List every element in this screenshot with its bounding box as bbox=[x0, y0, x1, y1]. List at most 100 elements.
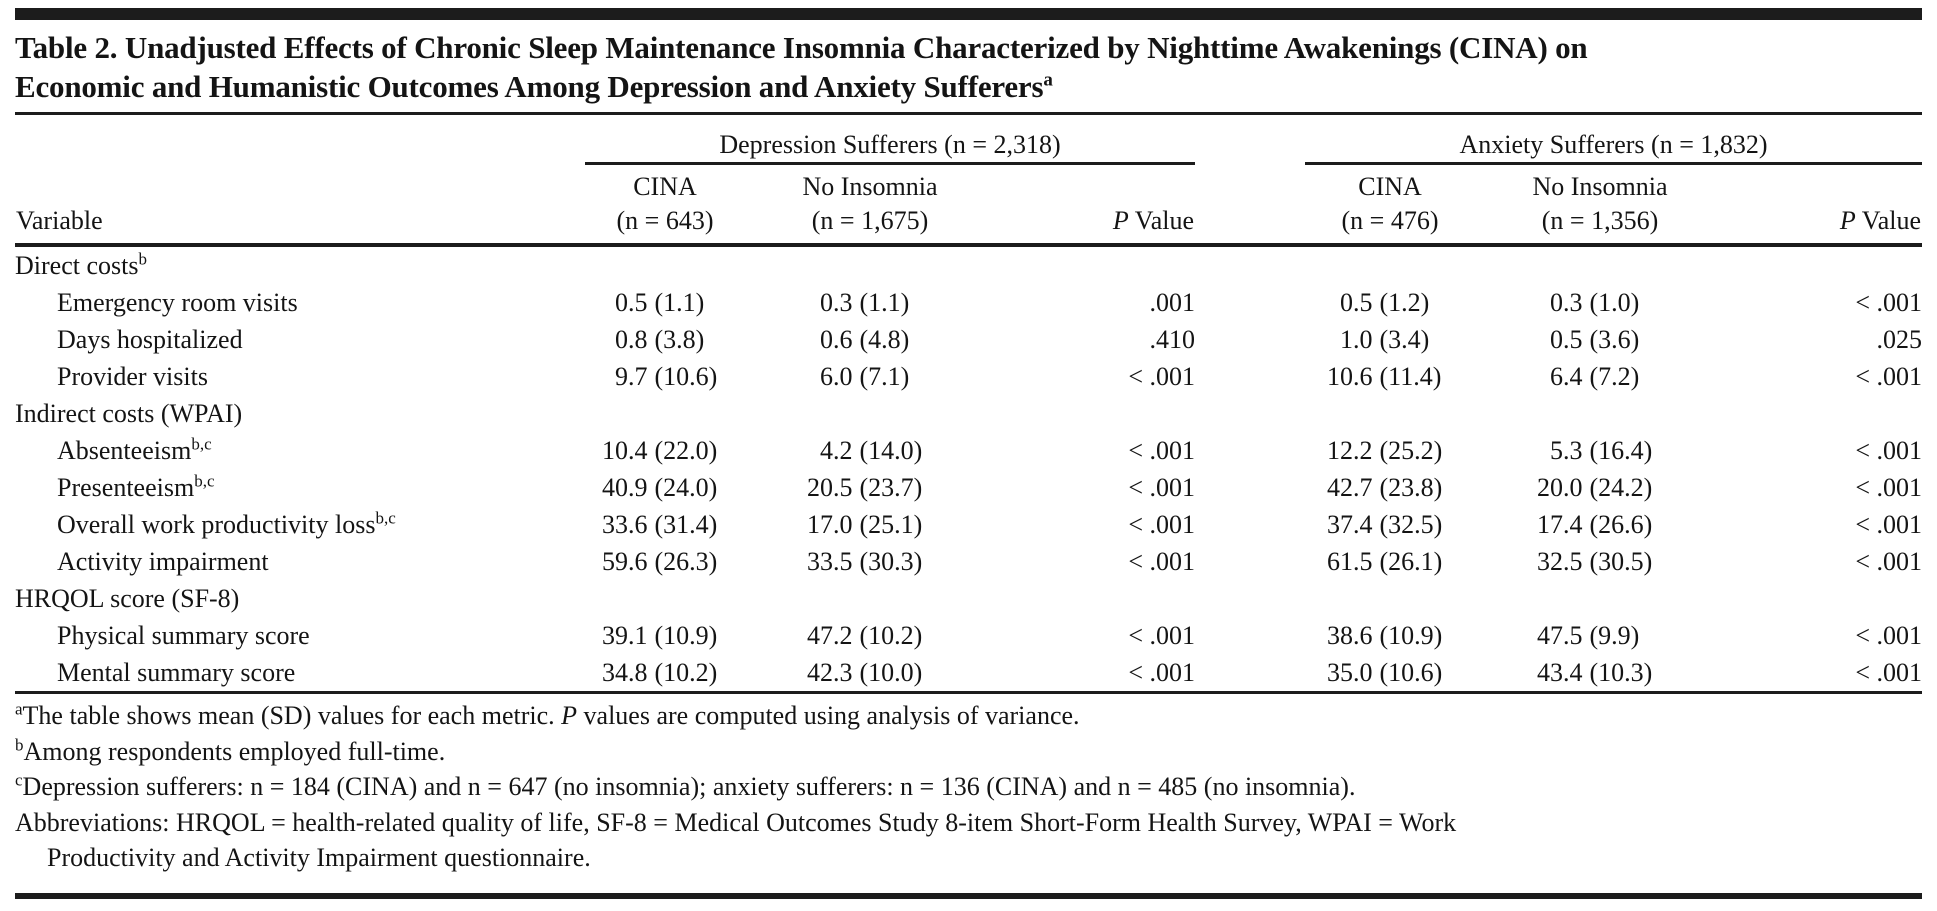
footnote-text: Among respondents employed full-time. bbox=[23, 736, 446, 766]
variable-cell: Days hospitalized bbox=[57, 325, 243, 354]
mean-value: 4.2 bbox=[820, 436, 853, 465]
mean-sd-value: 43.4 (10.3) bbox=[1529, 654, 1672, 691]
footnote-marker: b,c bbox=[191, 434, 212, 454]
variable-column-spacer bbox=[15, 115, 585, 164]
sd-value: (7.2) bbox=[1589, 362, 1640, 391]
mean-sd-value: 6.4 (7.2) bbox=[1529, 358, 1672, 395]
value-cell-anx-no-insomnia: 47.5 (9.9) bbox=[1475, 617, 1725, 654]
footnote-text: Abbreviations: HRQOL = health-related qu… bbox=[15, 807, 1457, 837]
value-cell-anx-cina: 37.4 (32.5) bbox=[1305, 506, 1475, 543]
p-value-cell-anx: < .001 bbox=[1855, 436, 1923, 465]
mean-sd-value: 5.3 (16.4) bbox=[1529, 432, 1672, 469]
mean-value: 5.3 bbox=[1550, 436, 1583, 465]
mean-sd-value: 10.4 (22.0) bbox=[594, 432, 737, 469]
group-header-row: Depression Sufferers (n = 2,318) Anxiety… bbox=[15, 115, 1923, 165]
table-row: Presenteeismb,c 40.9 (24.0) 20.5 (23.7) < .00… bbox=[15, 469, 1922, 506]
p-value-cell-dep: .001 bbox=[1149, 288, 1196, 317]
mean-value: 1.0 bbox=[1340, 325, 1373, 354]
mean-value: 0.5 bbox=[1340, 288, 1373, 317]
footnotes: aThe table shows mean (SD) values for ea… bbox=[15, 698, 1922, 876]
sd-value: (10.3) bbox=[1589, 658, 1653, 687]
group-header-depression: Depression Sufferers (n = 2,318) bbox=[585, 115, 1196, 165]
footnote: aThe table shows mean (SD) values for ea… bbox=[15, 698, 1922, 734]
value-cell-dep-cina: 0.5 (1.1) bbox=[585, 284, 745, 321]
mean-value: 34.8 bbox=[602, 658, 648, 687]
section-row: Direct costsb bbox=[15, 245, 1922, 284]
column-header-variable: Variable bbox=[15, 163, 585, 247]
variable-cell: Presenteeismb,c bbox=[57, 471, 215, 502]
variable-cell: Mental summary score bbox=[57, 658, 296, 687]
mean-sd-value: 42.3 (10.0) bbox=[799, 654, 942, 691]
value-cell-anx-cina: 61.5 (26.1) bbox=[1305, 543, 1475, 580]
mean-value: 39.1 bbox=[602, 621, 648, 650]
footnote-text: Depression sufferers: n = 184 (CINA) and… bbox=[22, 772, 1356, 801]
title-divider-rule bbox=[15, 112, 1922, 115]
footnote-marker: c bbox=[15, 770, 23, 790]
mean-value: 35.0 bbox=[1327, 658, 1373, 687]
col-label: No Insomnia bbox=[1532, 172, 1668, 201]
mean-sd-value: 12.2 (25.2) bbox=[1319, 432, 1462, 469]
column-header-dep-p-value: P Value bbox=[995, 163, 1196, 247]
sd-value: (10.2) bbox=[654, 658, 718, 687]
variable-cell: Activity impairment bbox=[57, 547, 269, 576]
value-cell-dep-cina: 10.4 (22.0) bbox=[585, 432, 745, 469]
mean-value: 59.6 bbox=[602, 547, 648, 576]
value-cell-dep-cina: 9.7 (10.6) bbox=[585, 358, 745, 395]
value-cell-dep-no-insomnia: 42.3 (10.0) bbox=[745, 654, 995, 691]
value-cell-anx-cina: 10.6 (11.4) bbox=[1305, 358, 1475, 395]
sd-value: (16.4) bbox=[1589, 436, 1653, 465]
sd-value: (3.8) bbox=[654, 325, 705, 354]
title-footnote-marker: a bbox=[1043, 69, 1053, 91]
mean-sd-value: 1.0 (3.4) bbox=[1319, 321, 1462, 358]
mean-sd-value: 47.2 (10.2) bbox=[799, 617, 942, 654]
table-body: Direct costsb Emergency room visits 0.5 (1.… bbox=[15, 245, 1922, 691]
mean-sd-value: 20.0 (24.2) bbox=[1529, 469, 1672, 506]
mean-sd-value: 0.6 (4.8) bbox=[799, 321, 942, 358]
sd-value: (9.9) bbox=[1589, 621, 1640, 650]
mean-value: 20.0 bbox=[1537, 473, 1583, 502]
mean-value: 10.6 bbox=[1327, 362, 1373, 391]
value-cell-dep-no-insomnia: 17.0 (25.1) bbox=[745, 506, 995, 543]
p-value-cell-dep: < .001 bbox=[1128, 658, 1196, 687]
value-cell-anx-cina: 0.5 (1.2) bbox=[1305, 284, 1475, 321]
mean-value: 17.4 bbox=[1537, 510, 1583, 539]
mean-sd-value: 20.5 (23.7) bbox=[799, 469, 942, 506]
mean-value: 37.4 bbox=[1327, 510, 1373, 539]
p-rest: Value bbox=[1855, 206, 1922, 235]
sd-value: (10.0) bbox=[859, 658, 923, 687]
footnote-marker: a bbox=[15, 699, 23, 719]
table-title-line1: Table 2. Unadjusted Effects of Chronic S… bbox=[15, 30, 1588, 65]
table-row: Days hospitalized 0.8 (3.8) 0.6 (4.8) .410 1.0… bbox=[15, 321, 1922, 358]
p-value-cell-dep: < .001 bbox=[1128, 473, 1196, 502]
mean-sd-value: 6.0 (7.1) bbox=[799, 358, 942, 395]
sd-value: (31.4) bbox=[654, 510, 718, 539]
footnote-text: P bbox=[561, 701, 578, 730]
mean-sd-value: 61.5 (26.1) bbox=[1319, 543, 1462, 580]
table-row: Activity impairment 59.6 (26.3) 33.5 (30.3) <… bbox=[15, 543, 1922, 580]
column-header-dep-cina: CINA (n = 643) bbox=[585, 163, 745, 247]
table-row: Mental summary score 34.8 (10.2) 42.3 (10.0)… bbox=[15, 654, 1922, 691]
mean-value: 40.9 bbox=[602, 473, 648, 502]
mean-sd-value: 39.1 (10.9) bbox=[594, 617, 737, 654]
table-row: Absenteeismb,c 10.4 (22.0) 4.2 (14.0) < .001 1… bbox=[15, 432, 1922, 469]
value-cell-anx-cina: 42.7 (23.8) bbox=[1305, 469, 1475, 506]
p-value-cell-dep: < .001 bbox=[1128, 621, 1196, 650]
sd-value: (14.0) bbox=[859, 436, 923, 465]
col-label: No Insomnia bbox=[802, 172, 938, 201]
table-row: Overall work productivity lossb,c 33.6 (31… bbox=[15, 506, 1922, 543]
mean-value: 32.5 bbox=[1537, 547, 1583, 576]
footnote: bAmong respondents employed full-time. bbox=[15, 734, 1922, 770]
value-cell-dep-no-insomnia: 0.3 (1.1) bbox=[745, 284, 995, 321]
mean-value: 43.4 bbox=[1537, 658, 1583, 687]
mean-sd-value: 47.5 (9.9) bbox=[1529, 617, 1672, 654]
table-top-rule bbox=[15, 8, 1922, 20]
col-sublabel: (n = 476) bbox=[1341, 206, 1439, 235]
group-spacer-cell bbox=[1195, 506, 1305, 543]
value-cell-dep-cina: 33.6 (31.4) bbox=[585, 506, 745, 543]
p-italic: P bbox=[1839, 206, 1856, 235]
sd-value: (3.6) bbox=[1589, 325, 1640, 354]
p-value-cell-anx: < .001 bbox=[1855, 288, 1923, 317]
group-header-anxiety-label: Anxiety Sufferers (n = 1,832) bbox=[1459, 130, 1768, 159]
sd-value: (1.1) bbox=[654, 288, 705, 317]
table-bottom-divider bbox=[15, 691, 1922, 694]
